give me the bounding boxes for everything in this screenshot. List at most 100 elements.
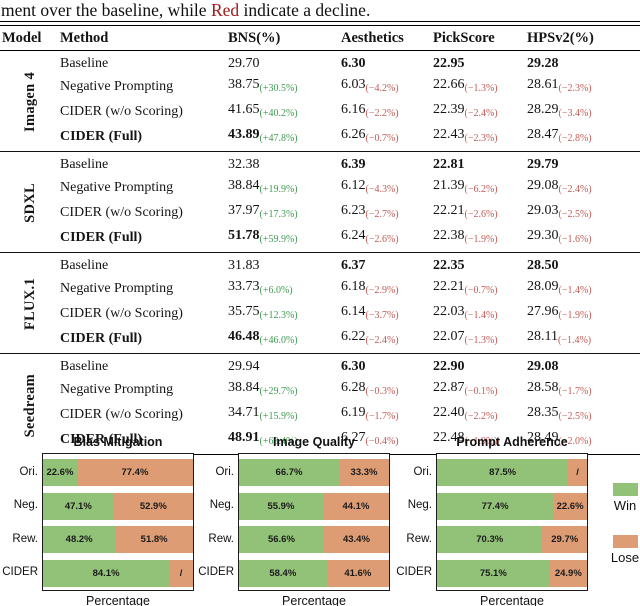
bar-segment-lose: 52.9% [113, 492, 193, 520]
table-top-rule [0, 21, 640, 26]
pickscore-cell: 22.21(−2.6%) [433, 203, 498, 220]
hpsv2-cell: 28.61(−2.3%) [527, 77, 592, 94]
bar-label-lose: 41.6% [344, 567, 372, 579]
table-row: Negative Prompting 38.84(+29.7%) 6.28(−0… [0, 377, 640, 402]
bns-cell: 38.84(+29.7%) [228, 380, 298, 397]
bar-label-win: 84.1% [92, 567, 120, 579]
bar-row: 47.1% 52.9% [43, 492, 193, 520]
hpsv2-cell: 28.49(−2.0%) [525, 427, 640, 455]
pickscore-cell: 22.43(−2.3%) [433, 127, 498, 144]
bar-segment-lose: 44.1% [322, 492, 389, 520]
model-group-label: SDXL [0, 151, 58, 253]
method-cell: CIDER (w/o Scoring) [60, 104, 183, 119]
bar-segment-win: 58.4% [239, 559, 327, 587]
bar-row: 70.3% 29.7% [437, 526, 587, 553]
pickscore-cell: 22.21(−0.7%) [433, 279, 498, 296]
bar-label-win: 56.6% [267, 534, 295, 545]
bar-segment-lose: 22.6% [553, 492, 587, 520]
aesthetics-cell: 6.39 [339, 151, 431, 175]
hpsv2-cell: 29.08(−2.4%) [527, 178, 592, 195]
method-cell: CIDER (w/o Scoring) [60, 205, 183, 220]
col-header-hpsv2: HPSv2(%) [525, 26, 640, 51]
bar-segment-lose: 43.4% [323, 526, 389, 553]
table-row: FLUX.1 Baseline 31.83 6.37 22.35 28.50 [0, 252, 640, 354]
aesthetics-cell: 6.26(−0.7%) [341, 127, 399, 144]
hpsv2-cell: 27.96(−1.9%) [527, 304, 592, 321]
method-cell: CIDER (w/o Scoring) [60, 407, 183, 422]
table-row: SDXL Baseline 32.38 6.39 22.81 29.79 [0, 151, 640, 253]
chart-title: Image Quality [273, 435, 355, 449]
y-axis-label: Rew. [406, 532, 432, 545]
bar-row: 75.1% 24.9% [437, 559, 587, 587]
chart-title: Prompt Adherence [456, 435, 568, 449]
bar-segment-lose: 41.6% [326, 559, 389, 587]
legend-win-swatch [613, 483, 638, 496]
figure-caption: ment over the baseline, while Red indica… [1, 0, 370, 20]
bns-cell: 48.91(+63.4%) [226, 427, 339, 455]
y-axis-label: Rew. [12, 532, 38, 545]
table-row: Imagen 4 Baseline 29.70 6.30 22.95 29.28 [0, 50, 640, 152]
method-cell: CIDER (w/o Scoring) [60, 306, 183, 321]
pickscore-cell: 21.39(−6.2%) [433, 178, 498, 195]
y-axis-label: Ori. [19, 465, 38, 478]
bar-label-lose: 51.8% [140, 534, 168, 545]
pickscore-cell: 22.81 [431, 151, 525, 175]
bar-label-lose: / [576, 467, 579, 478]
table-row: CIDER (Full) 43.89(+47.8%) 6.26(−0.7%) 2… [0, 124, 640, 152]
bar-segment-win: 55.9% [239, 492, 323, 520]
hpsv2-cell: 28.58(−1.7%) [527, 380, 592, 397]
bar-label-lose: 43.4% [342, 534, 370, 545]
hpsv2-cell: 28.09(−1.4%) [527, 279, 592, 296]
bar-label-win: 22.6% [46, 467, 74, 478]
bar-label-win: 75.1% [479, 567, 507, 579]
method-cell: Baseline [58, 151, 226, 175]
method-cell: CIDER (Full) [60, 331, 143, 346]
bar-segment-lose: 29.7% [542, 526, 587, 553]
aesthetics-cell: 6.27(−0.4%) [339, 427, 431, 455]
bar-segment-win: 84.1% [43, 559, 170, 587]
pickscore-cell: 22.35 [431, 252, 525, 276]
aesthetics-cell: 6.24(−2.6%) [341, 228, 399, 245]
method-cell: Negative Prompting [60, 281, 174, 296]
y-axis-label: Neg. [209, 499, 234, 511]
table-row: CIDER (w/o Scoring) 41.65(+40.2%) 6.16(−… [0, 99, 640, 124]
pickscore-cell: 22.03(−1.4%) [433, 304, 498, 321]
bar-segment-win: 48.2% [43, 526, 116, 553]
aesthetics-cell: 6.03(−4.2%) [341, 77, 399, 94]
bns-cell: 32.38 [226, 151, 339, 175]
y-axis-label: Rew. [208, 532, 234, 545]
table-row: Negative Prompting 33.73(+6.0%) 6.18(−2.… [0, 276, 640, 301]
model-label-sdxl: SDXL [21, 183, 38, 223]
hpsv2-cell: 29.03(−2.5%) [527, 203, 592, 220]
method-cell: CIDER (Full) [60, 129, 143, 144]
legend-lose-label: Lose [610, 550, 640, 565]
bns-cell: 43.89(+47.8%) [228, 127, 298, 144]
caption-prefix: ment over the baseline, while [1, 0, 211, 20]
bar-row: 66.7% 33.3% [239, 459, 389, 486]
bar-segment-win: 56.6% [239, 526, 324, 553]
model-label-flux1: FLUX.1 [21, 277, 38, 331]
bar-segment-win: 70.3% [437, 526, 543, 553]
bar-row: 84.1% / [43, 559, 193, 587]
bar-label-win: 87.5% [489, 467, 517, 478]
table-row: Negative Prompting 38.84(+19.9%) 6.12(−4… [0, 175, 640, 200]
hpsv2-cell: 29.08 [525, 353, 640, 377]
bar-segment-lose: 51.8% [115, 526, 193, 553]
aesthetics-cell: 6.30 [339, 50, 431, 74]
bar-segment-win: 66.7% [239, 459, 340, 486]
y-axis-label: Ori. [215, 465, 234, 478]
bar-row: 48.2% 51.8% [43, 526, 193, 553]
legend-win-label: Win [613, 498, 637, 513]
model-label-imagen4: Imagen 4 [21, 72, 38, 132]
bns-cell: 51.78(+59.9%) [228, 228, 298, 245]
table-row: CIDER (w/o Scoring) 34.71(+15.9%) 6.19(−… [0, 402, 640, 427]
aesthetics-cell: 6.16(−2.2%) [341, 102, 399, 119]
aesthetics-cell: 6.28(−0.3%) [341, 380, 399, 397]
bar-label-win: 55.9% [267, 500, 295, 512]
aesthetics-cell: 6.18(−2.9%) [341, 279, 399, 296]
method-cell: Baseline [58, 252, 226, 276]
bar-row: 58.4% 41.6% [239, 559, 389, 587]
table-row: CIDER (Full) 46.48(+46.0%) 6.22(−2.4%) 2… [0, 326, 640, 354]
bar-label-lose: 77.4% [121, 467, 149, 478]
y-axis-label: Ori. [413, 465, 432, 478]
